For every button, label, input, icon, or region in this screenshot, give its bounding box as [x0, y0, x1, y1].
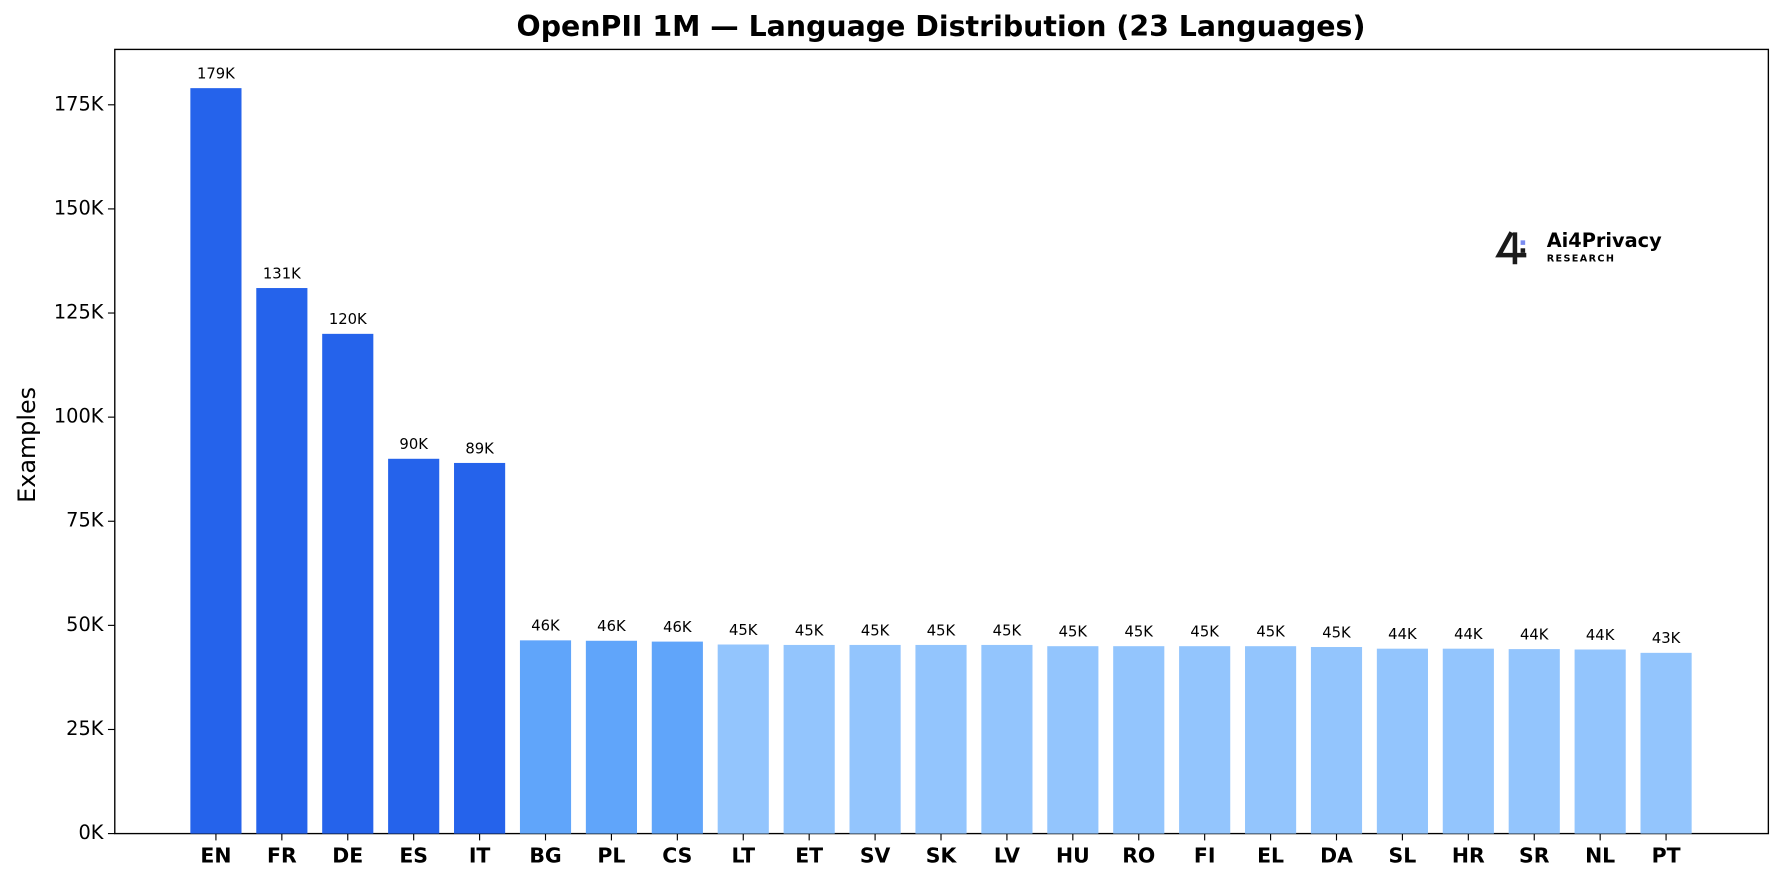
bar — [783, 644, 835, 834]
value-label: 45K — [1125, 624, 1154, 641]
x-tick-label: LT — [731, 843, 755, 867]
y-tick-label: 125K — [54, 301, 105, 324]
x-tick-label: HU — [1056, 843, 1090, 867]
value-label: 45K — [795, 622, 824, 639]
bar — [849, 644, 901, 834]
bar — [1113, 646, 1165, 834]
x-tick-label: DE — [332, 843, 363, 867]
logo: Ai4Privacy RESEARCH — [1495, 229, 1662, 265]
bar — [190, 88, 242, 834]
y-axis-label: Examples — [13, 387, 41, 503]
value-label: 45K — [729, 622, 758, 639]
bar — [1640, 652, 1692, 834]
x-tick-label: IT — [469, 843, 491, 867]
value-label: 46K — [597, 618, 626, 635]
y-tick-label: 50K — [66, 613, 105, 636]
value-label: 90K — [399, 436, 428, 453]
x-tick-label: ET — [795, 843, 823, 867]
bar — [1376, 648, 1428, 834]
logo-name: Ai4Privacy — [1547, 229, 1662, 252]
value-label: 120K — [329, 311, 367, 328]
value-label: 44K — [1388, 626, 1417, 643]
value-label: 45K — [1322, 624, 1351, 641]
logo-dot — [1520, 248, 1526, 253]
value-label: 179K — [197, 66, 235, 83]
logo-tagline: RESEARCH — [1547, 254, 1616, 265]
value-label: 44K — [1586, 627, 1615, 644]
bar — [915, 644, 967, 834]
bar — [651, 641, 703, 834]
bar — [1574, 649, 1626, 834]
value-label: 45K — [927, 622, 956, 639]
x-tick-label: FI — [1194, 843, 1216, 867]
bar — [1310, 647, 1363, 834]
bar — [585, 640, 637, 834]
value-label: 45K — [1190, 624, 1219, 641]
value-label: 46K — [531, 618, 560, 635]
x-tick-label: PL — [597, 843, 625, 867]
x-tick-label: SR — [1519, 843, 1550, 867]
value-label: 45K — [1256, 624, 1285, 641]
value-label: 46K — [663, 619, 692, 636]
y-tick-label: 25K — [66, 717, 105, 740]
x-tick-label: ES — [399, 843, 428, 867]
x-tick-label: RO — [1122, 843, 1155, 867]
bar — [256, 288, 308, 834]
bar — [388, 458, 440, 834]
x-tick-label: NL — [1585, 843, 1615, 867]
bar — [1047, 646, 1099, 834]
bar — [1442, 648, 1494, 834]
logo-dot — [1520, 240, 1526, 245]
bar — [454, 462, 506, 834]
logo-icon — [1495, 231, 1527, 265]
x-tick-label: SV — [860, 843, 891, 867]
x-tick-label: DA — [1320, 843, 1353, 867]
x-tick-label: EN — [200, 843, 231, 867]
bar — [1179, 646, 1231, 834]
x-tick-label: BG — [529, 843, 561, 867]
x-tick-label: FR — [267, 843, 297, 867]
bar — [1245, 646, 1297, 834]
y-tick-label: 0K — [78, 821, 104, 844]
y-tick-label: 100K — [54, 405, 105, 428]
value-label: 43K — [1652, 630, 1681, 647]
value-label: 89K — [465, 440, 494, 457]
y-tick-label: 75K — [66, 509, 105, 532]
value-label: 45K — [1059, 624, 1088, 641]
x-tick-label: LV — [994, 843, 1020, 867]
value-label: 45K — [861, 622, 890, 639]
value-label: 44K — [1520, 626, 1549, 643]
bar — [717, 644, 769, 834]
bar — [1508, 649, 1560, 834]
chart-title: OpenPII 1M — Language Distribution (23 L… — [517, 10, 1366, 43]
bar — [981, 644, 1033, 834]
x-tick-label: SL — [1389, 843, 1417, 867]
x-tick-label: SK — [926, 843, 958, 867]
bar — [519, 640, 572, 834]
bar — [322, 333, 374, 834]
x-tick-label: PT — [1652, 843, 1681, 867]
value-label: 131K — [263, 265, 301, 282]
x-tick-label: HR — [1452, 843, 1485, 867]
value-label: 44K — [1454, 626, 1483, 643]
value-label: 45K — [993, 622, 1022, 639]
x-tick-label: EL — [1257, 843, 1284, 867]
x-tick-label: CS — [662, 843, 692, 867]
y-tick-label: 175K — [54, 92, 105, 115]
y-tick-label: 150K — [54, 196, 105, 219]
